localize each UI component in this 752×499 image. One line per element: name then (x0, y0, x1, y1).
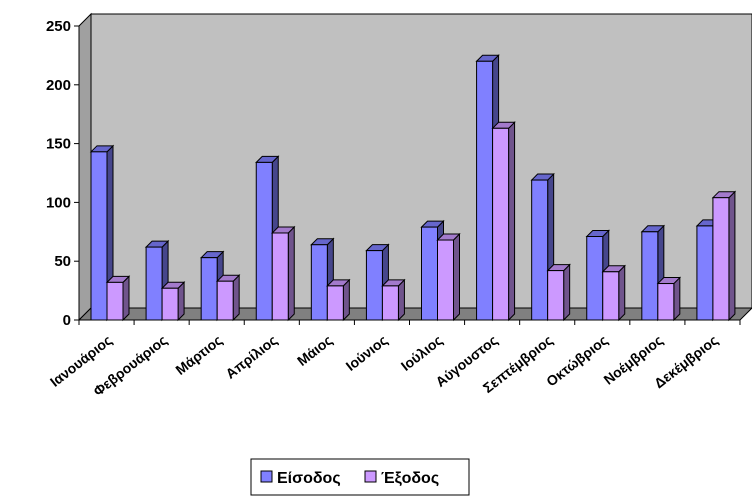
legend-swatch-eisodos (260, 470, 273, 483)
bar-november-eisodos (640, 224, 666, 322)
bar-front (476, 60, 494, 321)
bar-front (586, 236, 604, 321)
bar-april-exodos (271, 225, 296, 322)
legend-label-exodos: Έξοδος (381, 470, 439, 487)
bar-side (287, 225, 295, 322)
bar-september-eisodos (530, 172, 555, 322)
bar-side (618, 264, 626, 322)
bar-august-eisodos (475, 54, 500, 322)
bar-front (531, 179, 549, 321)
bar-front (547, 270, 565, 321)
bar-front (492, 127, 510, 321)
bar-side (397, 278, 405, 322)
bar-front (90, 151, 108, 321)
bar-front (106, 281, 124, 321)
legend-label-eisodos: Είσοδος (277, 470, 341, 487)
x-tick-label: Ιούλιος (398, 332, 446, 374)
y-tick-label: 200 (46, 77, 71, 94)
bar-february-exodos (160, 281, 186, 322)
x-tick-label: Μάιος (294, 332, 335, 369)
bar-october-exodos (601, 264, 626, 322)
bar-september-exodos (546, 263, 571, 322)
y-tick-label: 100 (46, 194, 71, 211)
bar-may-exodos (326, 278, 351, 322)
y-axis-ticks: 0 50 100 150 200 250 (46, 18, 79, 329)
bar-august-exodos (491, 121, 516, 322)
x-tick-label: Οκτώβριος (543, 332, 611, 390)
y-tick-label: 0 (63, 312, 71, 329)
y-tick-label: 250 (46, 18, 71, 35)
bar-june-exodos (381, 278, 406, 322)
bar-front (641, 231, 659, 321)
bar-july-exodos (436, 232, 461, 322)
bar-side (728, 190, 736, 322)
x-tick-label: Μάρτιος (172, 332, 225, 378)
bar-front (696, 225, 714, 321)
bars (78, 54, 741, 325)
bar-front (200, 257, 218, 321)
bar-front (145, 246, 163, 321)
bar-front (712, 197, 730, 321)
bar-side (673, 276, 681, 322)
bar-front (437, 239, 454, 321)
bar-side (232, 273, 240, 322)
y-tick-label: 50 (54, 253, 71, 270)
bar-side (122, 275, 130, 322)
bar-side (563, 263, 571, 322)
legend-swatch-exodos (364, 470, 377, 483)
bar-january-exodos (105, 275, 131, 322)
bar-front (365, 250, 383, 321)
legend: Είσοδος Έξοδος (250, 458, 470, 496)
bar-side (508, 121, 516, 322)
x-tick-label: Απρίλιος (222, 332, 280, 382)
bar-front (657, 283, 675, 321)
legend-box (250, 458, 470, 496)
side-wall (78, 12, 92, 322)
x-tick-label: Ιούνιος (343, 332, 391, 374)
bar-front (255, 161, 273, 321)
bar-front (310, 244, 328, 321)
bar-march-exodos (215, 273, 241, 322)
bar-front (161, 287, 179, 321)
bar-front (381, 285, 399, 321)
bar-front (271, 232, 289, 321)
bar-november-exodos (656, 276, 682, 322)
bar-front (421, 226, 438, 321)
bar-front (326, 285, 344, 321)
bar-february-eisodos (144, 239, 170, 322)
y-tick-label: 150 (46, 136, 71, 153)
bar-side (342, 278, 350, 322)
bar-front (216, 280, 234, 321)
bar-december-exodos (711, 190, 737, 322)
bar-front (602, 271, 620, 321)
bar-side (453, 232, 460, 322)
